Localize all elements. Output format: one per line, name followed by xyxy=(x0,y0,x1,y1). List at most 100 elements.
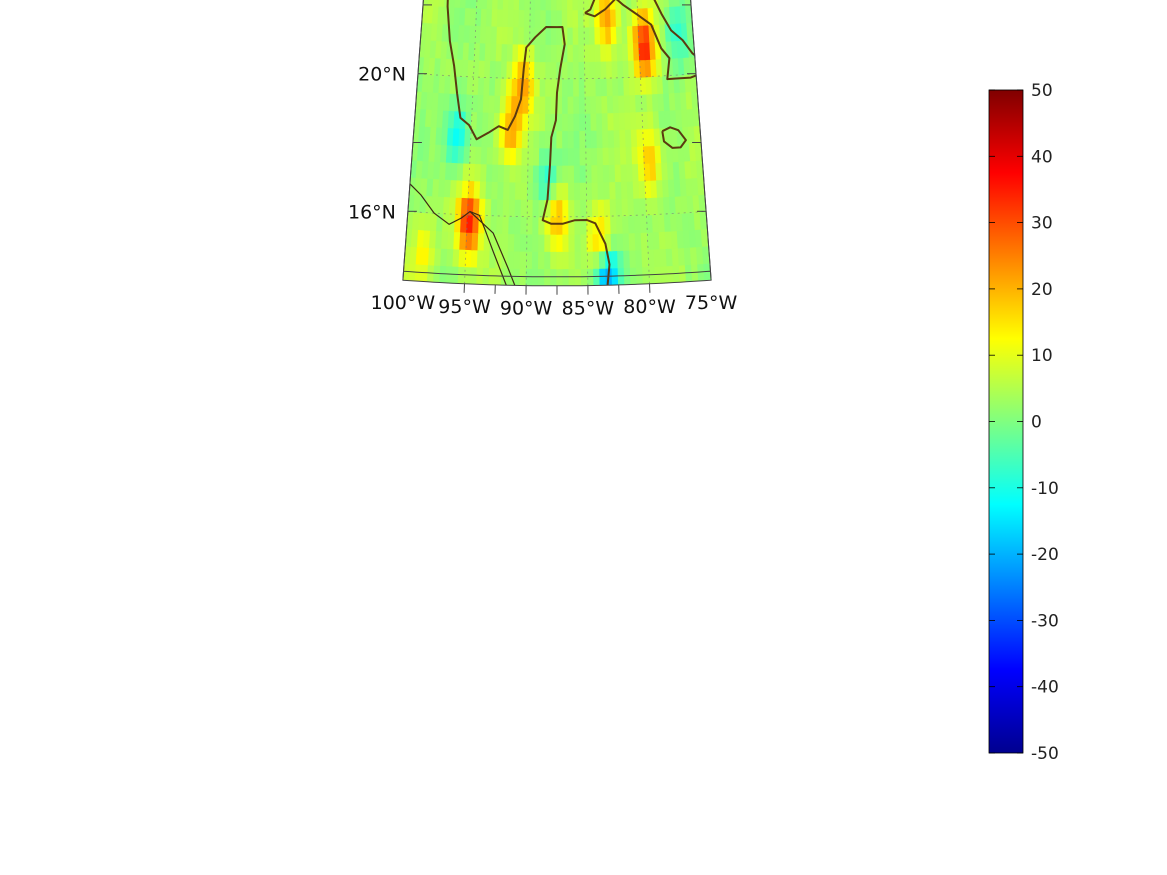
field-cell xyxy=(573,181,582,201)
field-cell xyxy=(532,198,540,218)
field-cell xyxy=(522,77,530,97)
field-cell xyxy=(573,164,582,183)
field-cell xyxy=(556,233,564,252)
field-cell xyxy=(470,0,478,9)
field-cell xyxy=(527,129,535,149)
longitude-label: 75°W xyxy=(685,292,738,314)
field-cell xyxy=(562,233,570,252)
field-cell xyxy=(519,233,528,252)
country-border xyxy=(469,211,517,286)
field-cell xyxy=(481,0,489,10)
field-cell xyxy=(578,95,586,114)
field-cell xyxy=(514,198,523,218)
field-cell xyxy=(556,9,563,28)
field-cell xyxy=(465,0,473,9)
field-cell xyxy=(574,233,582,252)
field-cell xyxy=(572,0,580,11)
field-cell xyxy=(589,43,597,62)
field-cell xyxy=(561,9,569,28)
field-cell xyxy=(454,0,463,8)
field-cell xyxy=(503,163,512,183)
field-cell xyxy=(538,181,546,201)
field-cell xyxy=(636,0,644,9)
field-cell xyxy=(567,78,575,97)
field-cell xyxy=(516,112,524,131)
colorbar-label: 40 xyxy=(1031,147,1053,167)
field-cell xyxy=(539,112,547,132)
field-cell xyxy=(427,0,436,7)
colorbar-label: -30 xyxy=(1031,611,1059,631)
field-cell xyxy=(507,250,516,269)
longitude-label: 80°W xyxy=(623,296,676,318)
field-cell xyxy=(512,43,520,62)
field-cell xyxy=(561,60,569,80)
field-cell xyxy=(578,43,586,63)
parallel-line xyxy=(417,73,697,80)
field-cell xyxy=(567,60,575,80)
field-cell xyxy=(544,233,552,252)
field-cell xyxy=(507,232,516,252)
field-cell xyxy=(584,77,592,97)
field-cell xyxy=(568,233,576,252)
field-cell xyxy=(574,250,583,270)
field-cell xyxy=(562,129,570,149)
colorbar-label: 0 xyxy=(1031,413,1042,433)
field-cell xyxy=(585,181,594,200)
field-cell xyxy=(533,95,541,114)
field-cell xyxy=(567,147,576,166)
field-cell xyxy=(538,233,546,252)
field-cell xyxy=(526,181,535,201)
longitude-label: 95°W xyxy=(438,296,491,318)
field-cell xyxy=(517,43,525,62)
field-cell xyxy=(567,129,575,149)
field-cell xyxy=(545,9,553,28)
field-cell xyxy=(586,233,595,252)
field-cell xyxy=(538,147,547,166)
field-cell xyxy=(568,181,576,201)
hispaniola-coastline xyxy=(700,65,712,135)
field-cell xyxy=(528,77,536,97)
colorbar-label: -20 xyxy=(1031,545,1059,565)
field-cell xyxy=(589,77,597,97)
field-cell xyxy=(566,0,574,11)
field-cell xyxy=(534,43,542,63)
field-cell xyxy=(556,164,564,183)
field-cell xyxy=(528,43,536,63)
field-cell xyxy=(577,0,585,11)
map-frame-outer xyxy=(402,0,712,281)
latitude-labels: 32°N28°N24°N20°N16°N xyxy=(348,64,406,224)
meridian-line xyxy=(464,0,494,284)
field-cell xyxy=(561,95,569,114)
field-cell xyxy=(562,181,570,201)
colorbar-label: -10 xyxy=(1031,479,1059,499)
field-cell xyxy=(514,181,523,200)
field-cell xyxy=(556,112,564,132)
field-cell xyxy=(520,181,529,200)
field-cell xyxy=(520,215,528,235)
field-cell xyxy=(562,147,570,166)
colorbar: 50 40 30 20 10 0 -10 -20 -30 -40 -50 xyxy=(988,81,1059,764)
field-cell xyxy=(545,26,553,45)
longitude-label: 90°W xyxy=(500,298,553,320)
field-cell xyxy=(491,0,500,10)
field-cell xyxy=(529,8,537,28)
field-cell xyxy=(521,164,529,183)
graticule xyxy=(407,0,707,286)
field-cell xyxy=(584,129,593,149)
field-cell xyxy=(514,215,522,235)
field-cell xyxy=(518,0,526,11)
field-cell xyxy=(526,198,534,218)
field-cell xyxy=(568,198,576,218)
field-cell xyxy=(562,164,570,183)
field-cell xyxy=(532,164,541,183)
field-cell xyxy=(556,250,564,270)
field-cell xyxy=(515,146,524,166)
field-cell xyxy=(526,233,534,252)
field-cell xyxy=(597,198,606,218)
field-cell xyxy=(527,112,535,132)
field-cell xyxy=(550,233,558,252)
field-cell xyxy=(550,26,558,45)
map-frame xyxy=(402,0,712,287)
field-cell xyxy=(657,0,665,8)
field-cell xyxy=(578,77,586,97)
